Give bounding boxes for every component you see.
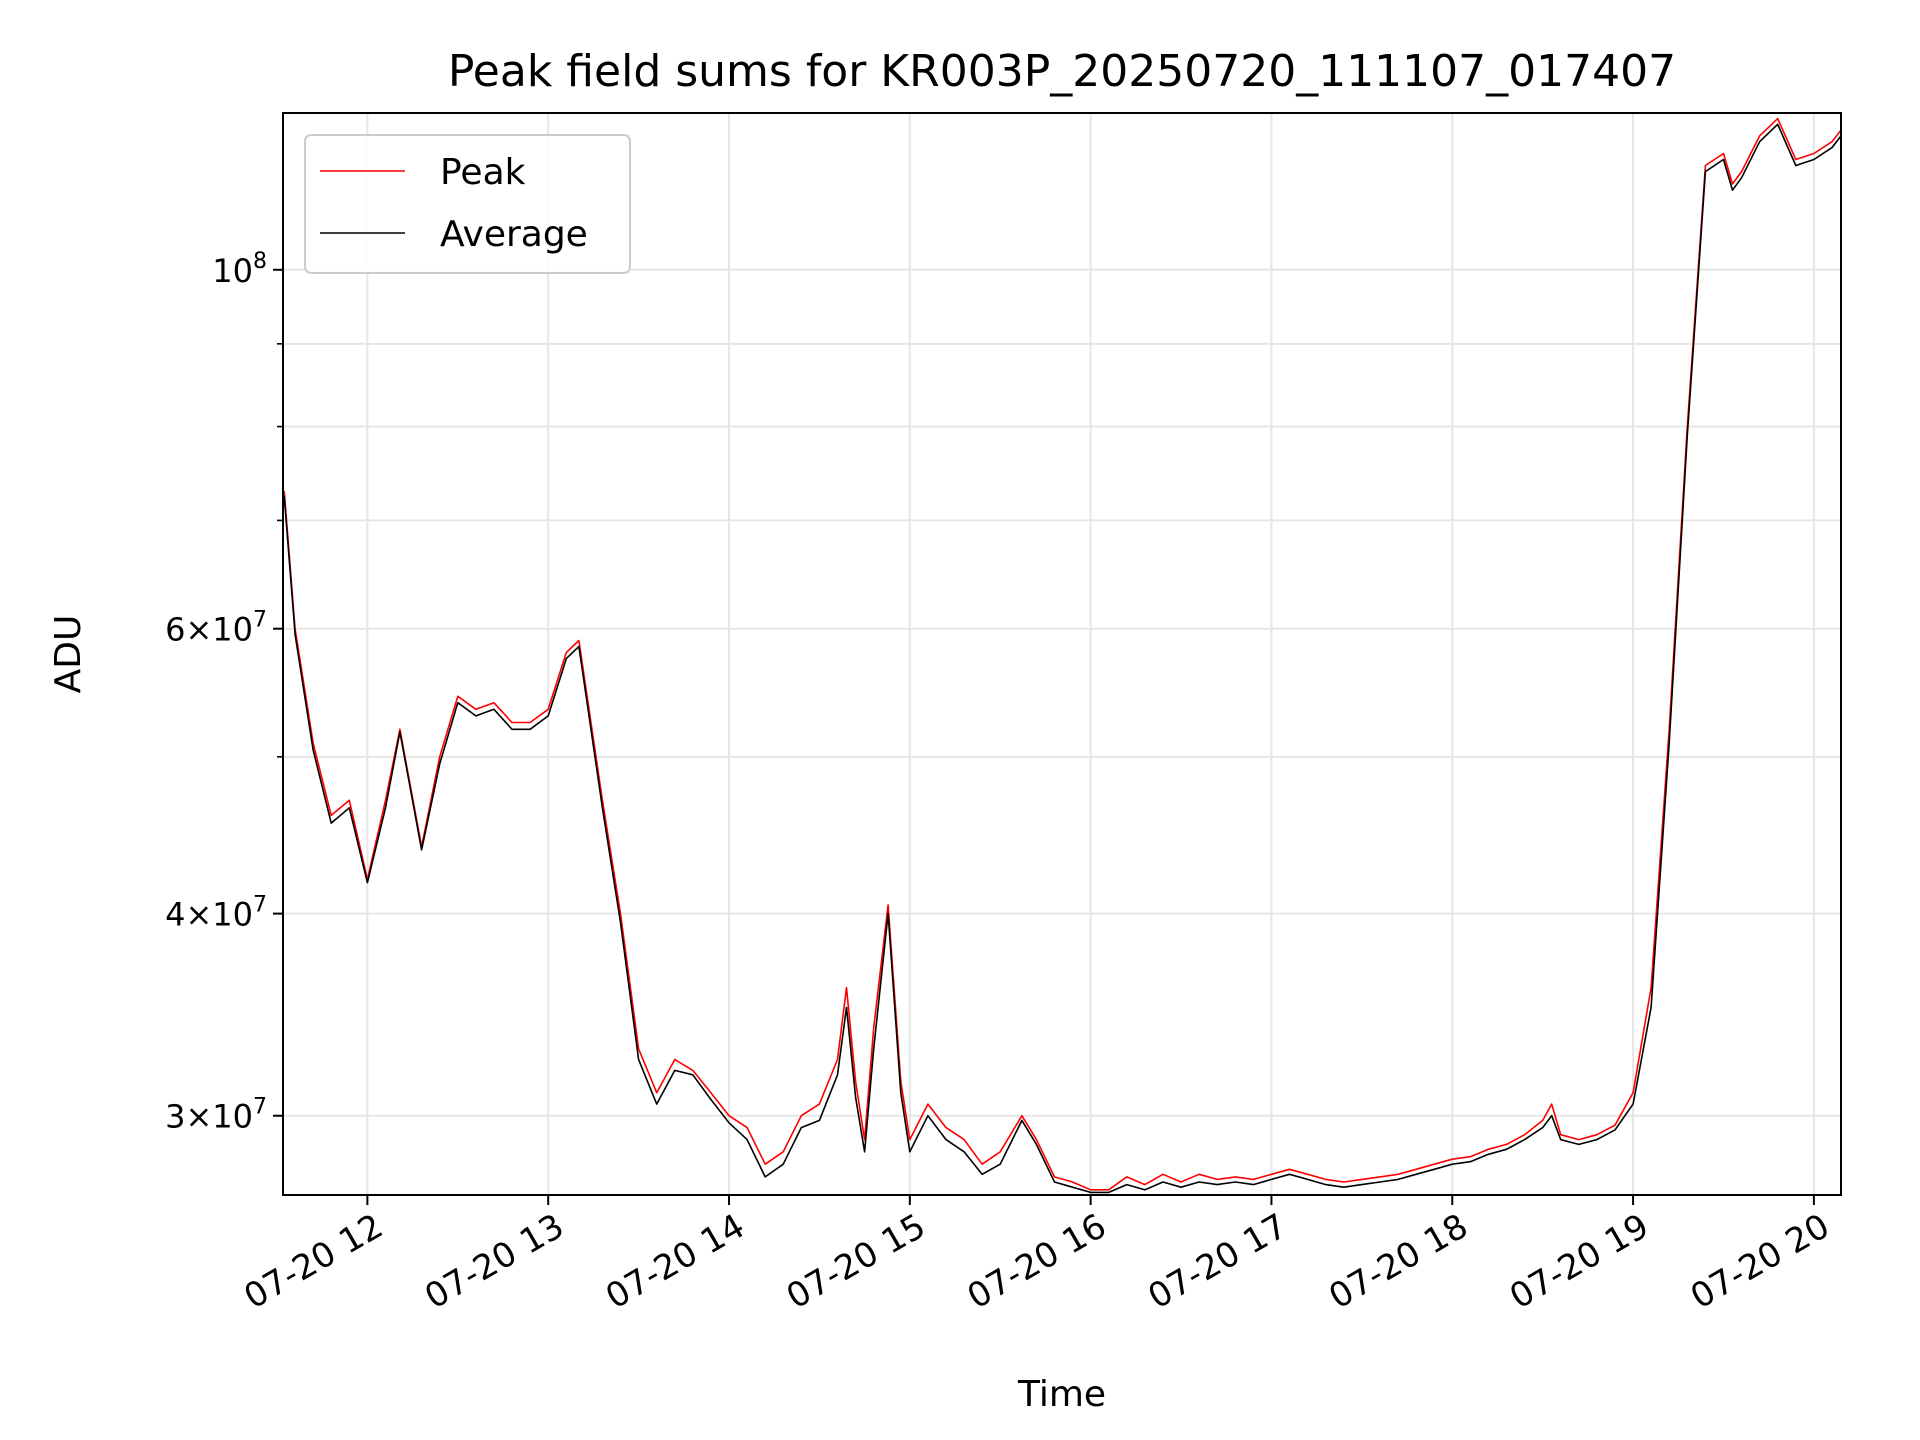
y-tick-label: 108	[212, 249, 267, 290]
series-line-average	[283, 123, 1841, 1194]
y-axis: 3×107 4×107 6×107 108	[165, 249, 283, 1136]
legend: Peak Average	[304, 134, 631, 274]
series-lines	[283, 117, 1841, 1194]
y-tick-label: 3×107	[165, 1095, 267, 1136]
x-axis-label: Time	[1017, 1374, 1106, 1415]
y-axis-label: ADU	[48, 615, 89, 694]
y-tick-label: 4×107	[165, 893, 267, 934]
plot-frame	[282, 112, 1842, 1196]
legend-box	[304, 134, 631, 274]
chart-title: Peak field sums for KR003P_20250720_1111…	[448, 46, 1676, 97]
y-tick-label: 6×107	[165, 608, 267, 649]
legend-average-label: Average	[440, 214, 588, 255]
series-line-peak	[283, 117, 1841, 1191]
grid	[283, 113, 1841, 1195]
legend-peak-label: Peak	[440, 152, 526, 193]
